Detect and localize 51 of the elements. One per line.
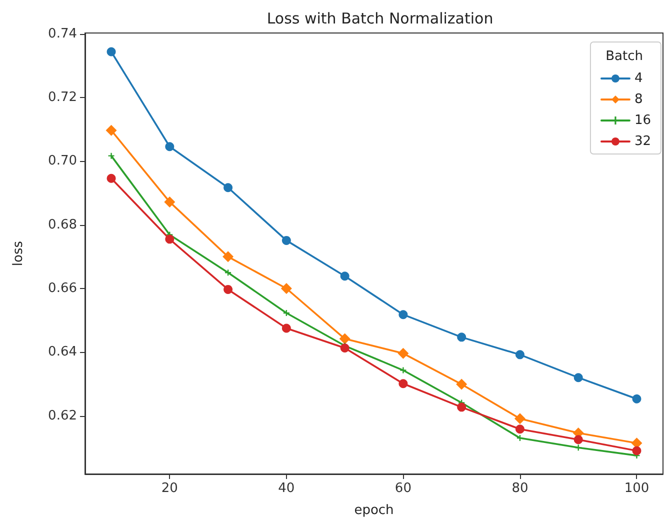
- point: [222, 251, 234, 262]
- point: [632, 446, 642, 456]
- point: [340, 344, 350, 352]
- point: [574, 373, 583, 382]
- x-tick-label: 40: [278, 481, 295, 496]
- legend-label: 16: [634, 113, 652, 128]
- point: [224, 183, 233, 192]
- point: [106, 174, 116, 183]
- x-tick-label: 60: [394, 481, 412, 496]
- point: [398, 379, 408, 388]
- point: [456, 378, 468, 390]
- point: [165, 142, 174, 152]
- chart-title: Loss with Batch Normalization: [266, 10, 494, 28]
- point: [515, 350, 524, 360]
- y-tick-label: 0.74: [48, 26, 77, 42]
- point: [106, 124, 117, 136]
- point: [400, 367, 406, 374]
- point: [574, 435, 583, 444]
- legend-title: Batch: [606, 49, 644, 64]
- point: [280, 283, 292, 294]
- point: [575, 444, 582, 451]
- point: [106, 47, 116, 56]
- y-tick-label: 0.66: [48, 281, 77, 296]
- point: [515, 424, 524, 434]
- y-tick-label: 0.62: [48, 408, 77, 424]
- point: [282, 236, 291, 245]
- point: [340, 272, 350, 281]
- point: [339, 333, 350, 344]
- legend-label: 8: [634, 92, 643, 107]
- legend-label: 4: [634, 71, 643, 86]
- point: [282, 324, 291, 333]
- point: [398, 310, 408, 320]
- x-tick-label: 20: [161, 481, 178, 496]
- x-tick-label: 80: [512, 481, 528, 496]
- point: [398, 348, 409, 359]
- y-tick-label: 0.68: [48, 217, 77, 232]
- point: [457, 402, 466, 412]
- point: [514, 413, 526, 424]
- y-axis-title: loss: [11, 240, 26, 266]
- y-tick-label: 0.72: [48, 90, 77, 106]
- legend-label: 32: [634, 134, 652, 149]
- x-tick-label: 100: [624, 481, 650, 496]
- y-tick-label: 0.70: [48, 154, 77, 169]
- x-axis-title: epoch: [354, 503, 394, 518]
- point: [632, 394, 642, 404]
- point: [108, 152, 114, 159]
- y-tick-label: 0.64: [48, 344, 77, 360]
- point: [164, 196, 176, 208]
- point: [457, 332, 466, 342]
- point: [224, 284, 233, 294]
- point: [165, 234, 174, 244]
